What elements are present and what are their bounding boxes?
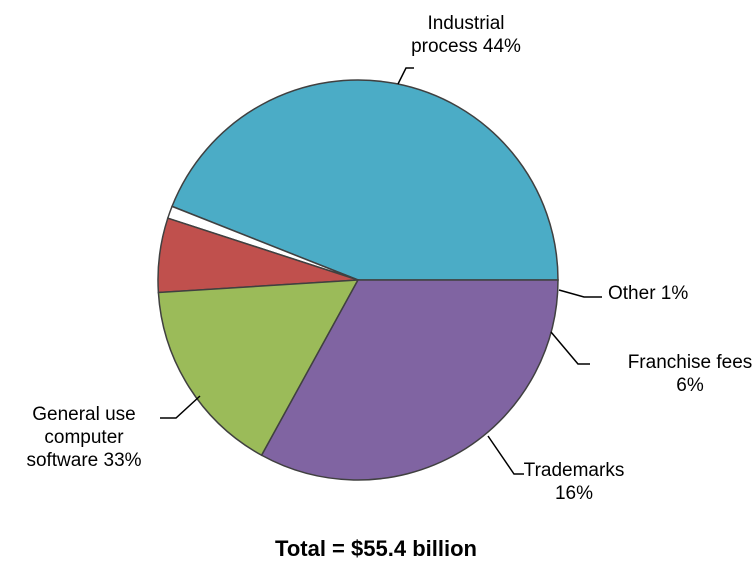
- slice-label-franchise-fees: Franchise fees 6%: [628, 352, 752, 396]
- pie-slice-general-use-computer-software: [260, 279, 559, 481]
- slice-label-trademarks: Trademarks 16%: [524, 460, 625, 504]
- leader-line-franchise-fees: [550, 331, 590, 365]
- slice-label-general-use-computer-software: General use computer software 33%: [26, 404, 141, 471]
- pie-slices: [157, 79, 559, 481]
- leader-line-industrial-process: [397, 67, 414, 85]
- pie-slice-industrial-process: [171, 79, 559, 281]
- slice-label-other: Other 1%: [608, 283, 688, 304]
- pie-slice-trademarks: [157, 279, 360, 457]
- slice-label-industrial-process: Industrial process 44%: [411, 13, 521, 57]
- leader-line-trademarks: [487, 435, 524, 475]
- slice-labels: Industrial process 44% Other 1% Franchise f…: [26, 13, 752, 504]
- leader-line-other: [558, 289, 602, 298]
- total-footnote: Total = $55.4 billion: [275, 536, 477, 561]
- leader-lines: [160, 67, 602, 475]
- leader-line-general-use-computer-software: [160, 395, 201, 419]
